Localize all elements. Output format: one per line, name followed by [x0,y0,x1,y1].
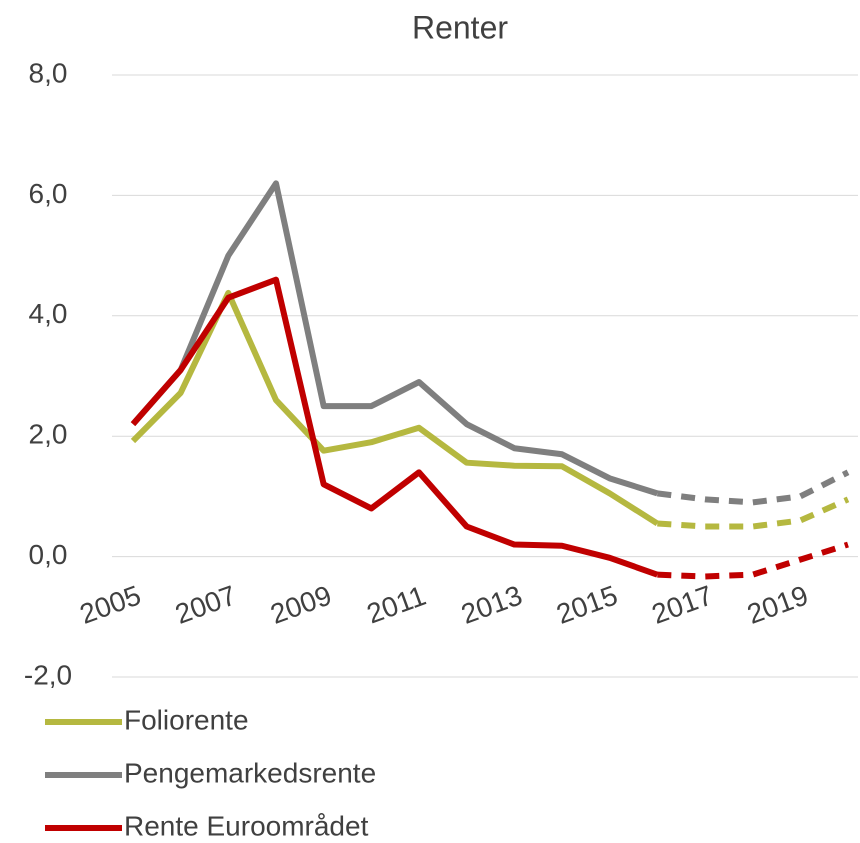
x-tick-label: 2017 [648,579,717,629]
x-tick-label: 2009 [266,579,335,629]
x-tick-label: 2013 [457,579,526,629]
chart-title: Renter [412,9,508,45]
x-tick-label: 2019 [743,579,812,629]
y-tick-label: 6,0 [29,178,68,209]
series-line [657,541,849,580]
y-tick-label: 0,0 [29,539,68,570]
x-tick-label: 2011 [363,580,430,630]
series-line [657,496,850,530]
y-tick-label: -2,0 [24,659,72,690]
y-tick-label: 8,0 [29,57,68,88]
series-line [130,276,659,578]
legend-label: Rente Euroområdet [124,810,369,841]
series-line [656,469,850,506]
y-tick-label: 4,0 [29,298,68,329]
legend-label: Foliorente [124,704,249,735]
series-line [130,180,659,497]
x-tick-label: 2007 [171,579,240,629]
x-tick-label: 2015 [552,579,621,629]
y-tick-label: 2,0 [29,419,68,450]
legend-label: Pengemarkedsrente [124,757,376,788]
x-tick-label: 2005 [76,579,145,629]
